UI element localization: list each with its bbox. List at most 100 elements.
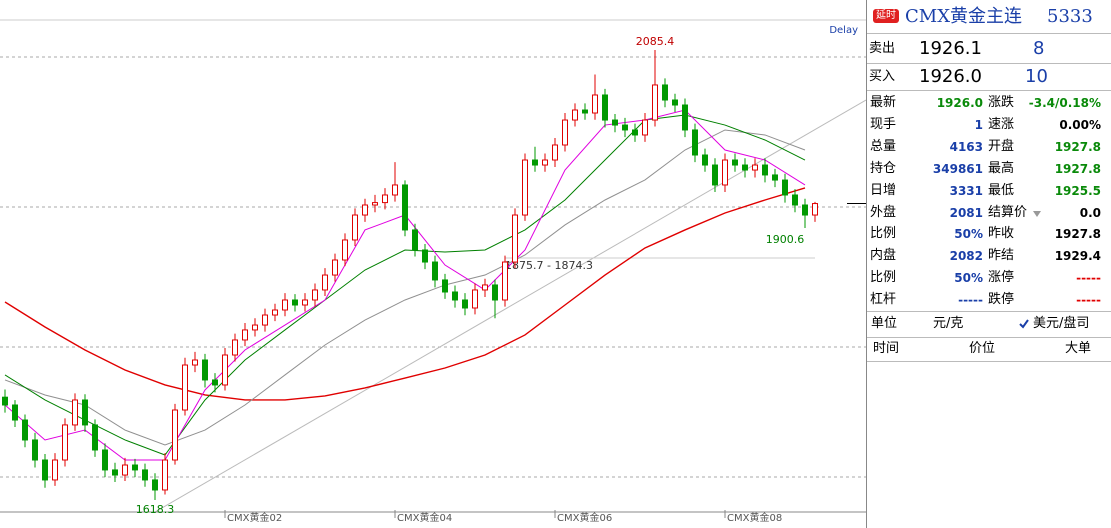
field-label: 速涨 [988,116,1015,132]
chart: Delay 1875.7 - 1874.3 CMX黄金02 CMX黄金04 CMX黄… [0,19,866,524]
field-value: 1926.0 [936,96,983,110]
candle-body [622,124,628,131]
field-label: 最高 [988,160,1015,176]
x-tick-label: CMX黄金04 [397,511,452,524]
moving-average [4,114,806,456]
quote-row: 比例 50% 昨收 1927.8 [867,223,1111,245]
candle-body [82,399,88,426]
field-value: 3331 [949,183,983,198]
candle-body [742,164,748,171]
candle-body [602,94,608,121]
high-label: 2085.4 [636,35,675,48]
candle-body [432,261,438,281]
candle-body [382,194,388,204]
quote-row: 杠杆 ----- 跌停 ----- [867,289,1111,311]
candle-body [262,314,268,326]
candle-body [652,84,658,121]
option[interactable]: 美元/盘司 [1033,316,1090,331]
field-value: 1927.8 [1054,227,1101,242]
candle-body [252,324,258,331]
candle-body [62,424,68,461]
candle-body [12,404,18,421]
sell-row: 卖出 1926.1 8 [867,36,1111,62]
column: 价位 [969,341,996,356]
candle-body [232,339,238,356]
column: 时间 [873,341,900,356]
candle-body [242,329,248,341]
candle-body [702,154,708,166]
dropdown-icon[interactable] [1033,210,1041,217]
field-label: 日增 [870,182,897,198]
candle-body [612,119,618,126]
candle-body [162,459,168,491]
field-label: 最新 [870,95,897,110]
field-value: 0.0 [1079,205,1101,220]
candle-body [142,469,148,481]
label: 单位 [871,316,898,331]
trend-line [154,99,866,513]
field-value: ----- [1076,293,1101,308]
field-label: 最低 [988,182,1015,198]
field-value: 2082 [949,249,983,264]
candle-body [322,274,328,291]
candle-body [562,119,568,146]
candle-body [472,289,478,309]
candle-body [752,164,758,171]
quote-row: 外盘 2081 结算价 0.0 [867,202,1111,224]
candle-body [582,109,588,114]
field-value: 0.00% [1059,117,1101,132]
candle-body [42,459,48,481]
candle-body [462,299,468,309]
field-value: 2081 [949,205,983,220]
candle-body [332,259,338,276]
candle-body [52,459,58,481]
field-value: ----- [1076,271,1101,286]
candle-body [352,214,358,241]
title: CMX黄金主连 [905,6,1023,27]
badge: 延时 [873,9,899,23]
low-label: 1900.6 [766,233,805,246]
field-label: 开盘 [988,138,1015,154]
unit-row: 单位 元/克 美元/盘司 [867,313,1111,335]
candle-body [372,202,378,206]
candle-body [32,439,38,461]
candle-body [312,289,318,301]
moving-average [4,187,806,401]
candle-body [642,119,648,136]
candle-body [532,159,538,166]
field-label: 杠杆 [870,292,897,308]
candle-body [802,204,808,216]
candle-body [712,164,718,186]
candle-body [202,359,208,381]
candle-body [442,279,448,293]
candle-body [272,309,278,316]
quote-row: 最新 1926.0 涨跌 -3.4/0.18% [867,92,1111,114]
candle-body [22,419,28,441]
candle-body [172,409,178,461]
candle-body [672,99,678,106]
field-label: 现手 [870,116,897,132]
label: 卖出 [869,41,896,56]
candle-body [402,184,408,231]
field-label: 涨停 [988,270,1015,286]
quote-panel: 延时 CMX黄金主连 5333 卖出 1926.1 8 买入 1926.0 10… [866,0,1111,528]
low-label: 1618.3 [136,503,175,516]
field-label: 内盘 [870,248,897,264]
candle-body [772,174,778,181]
candle-body [72,399,78,426]
quote-row: 持仓 349861 最高 1927.8 [867,158,1111,180]
quote-row: 总量 4163 开盘 1927.8 [867,136,1111,158]
candle-body [122,464,128,476]
field-value: 1927.8 [1054,161,1101,176]
volume: 10 [1025,66,1048,87]
candle-body [152,479,158,491]
field-label: 跌停 [988,292,1015,308]
candle-body [132,464,138,471]
title-row: 延时 CMX黄金主连 5333 [867,4,1111,30]
candle-body [492,284,498,301]
candle-body [792,194,798,206]
candle-body [682,104,688,131]
moving-average [4,129,806,446]
candle-body [222,354,228,386]
